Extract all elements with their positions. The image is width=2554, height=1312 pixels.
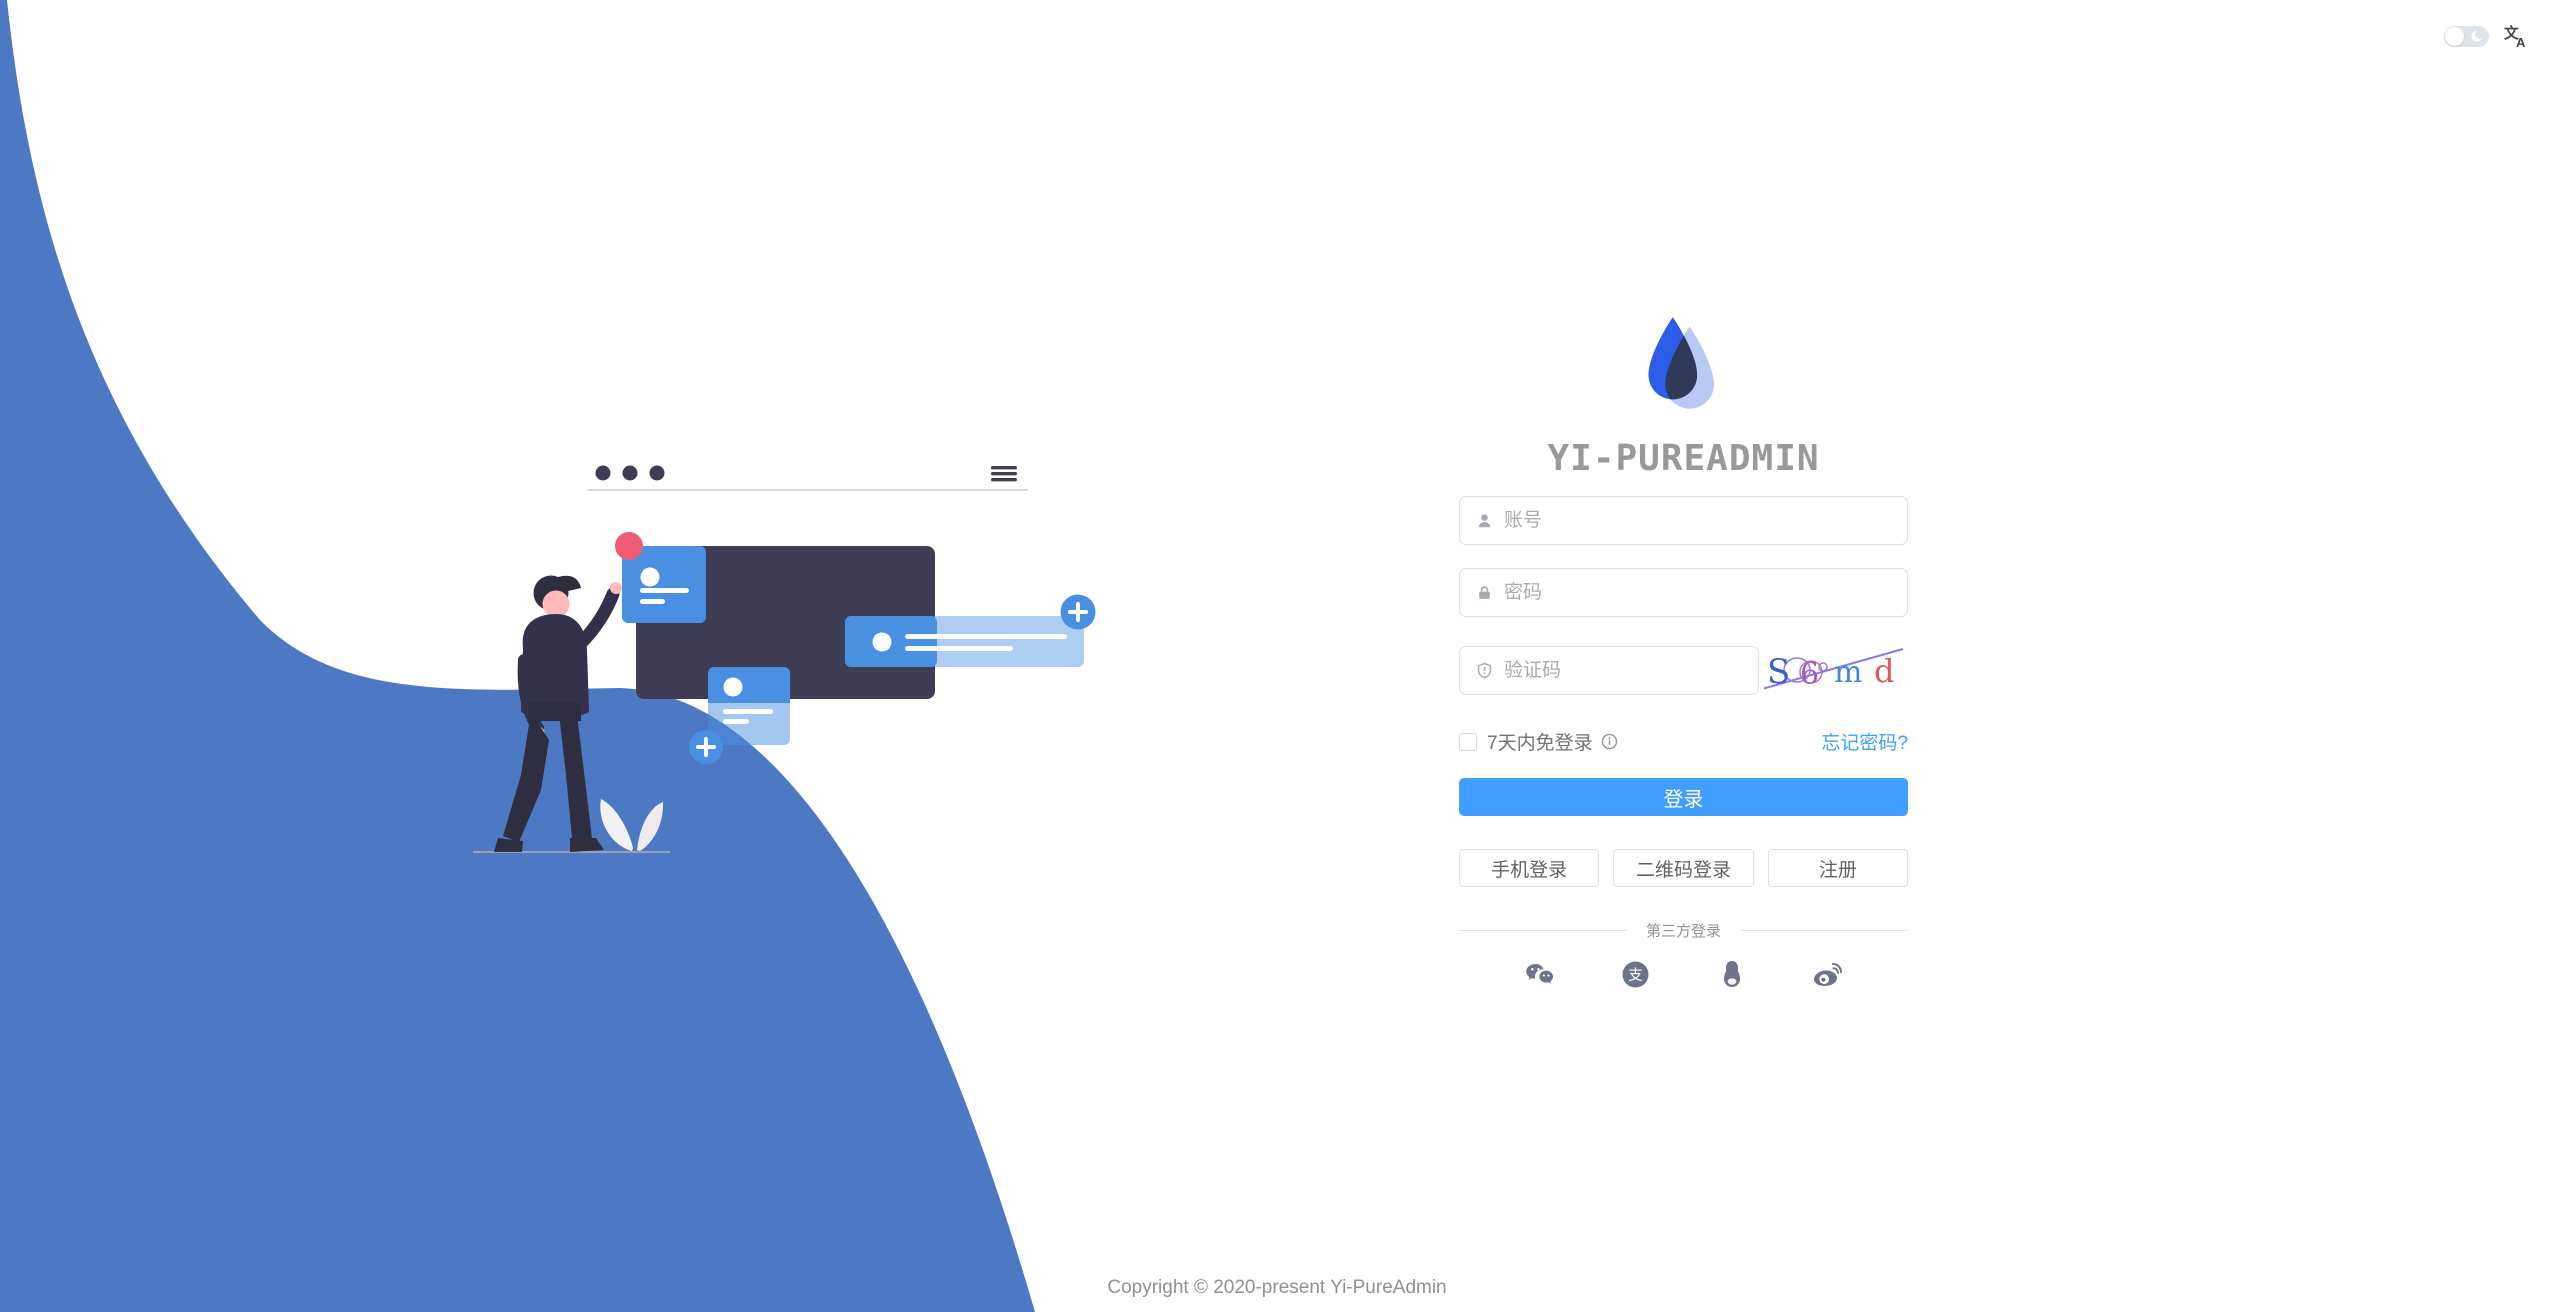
- weibo-icon[interactable]: [1813, 960, 1843, 988]
- remember-checkbox[interactable]: [1459, 732, 1477, 751]
- alipay-glyph: 支: [1628, 967, 1643, 984]
- illustration-red-dot: [615, 532, 643, 560]
- divider-line: [1459, 929, 1626, 931]
- dark-mode-toggle[interactable]: [2444, 25, 2489, 47]
- remember-label: 7天内免登录: [1487, 733, 1593, 754]
- illustration-right-card: [845, 594, 1096, 667]
- wave-shape: [0, 0, 1035, 1312]
- top-controls: 文 A: [2444, 24, 2528, 48]
- social-login-row: 支: [1459, 960, 1908, 988]
- illustration-topleft-card: [615, 532, 706, 623]
- captcha-image[interactable]: S 6 m d: [1764, 646, 1908, 695]
- password-input[interactable]: [1459, 568, 1908, 617]
- illustration-person: [494, 575, 622, 852]
- copyright: Copyright © 2020-present Yi-PureAdmin: [1107, 1277, 1447, 1298]
- lock-icon: [1479, 586, 1490, 599]
- qq-icon[interactable]: [1717, 960, 1747, 988]
- divider-line: [1741, 929, 1909, 931]
- captcha-char: 6: [1800, 657, 1819, 692]
- phone-login-button[interactable]: 手机登录: [1459, 849, 1600, 887]
- illustration-window-dots: [595, 465, 665, 481]
- plus-icon: [696, 737, 716, 757]
- captcha-char: d: [1874, 652, 1894, 690]
- captcha-char: m: [1834, 655, 1862, 690]
- alipay-icon[interactable]: 支: [1621, 960, 1651, 988]
- alt-login-row: 手机登录 二维码登录 注册: [1459, 849, 1908, 887]
- forgot-password-link[interactable]: 忘记密码?: [1821, 733, 1908, 754]
- page-title: YI-PUREADMIN: [1547, 438, 1820, 479]
- moon-icon: [2471, 30, 2483, 42]
- captcha-input[interactable]: [1459, 646, 1759, 695]
- wechat-icon[interactable]: [1525, 960, 1555, 988]
- toggle-knob: [2445, 26, 2464, 46]
- app-logo: [1647, 317, 1714, 409]
- translate-icon-primary: 文: [2504, 24, 2519, 42]
- captcha-char: S: [1767, 652, 1790, 692]
- captcha-row: S 6 m d: [1459, 646, 1908, 695]
- logo-drop-overlap: [1664, 326, 1697, 400]
- translate-icon-secondary: A: [2516, 35, 2526, 48]
- password-field: [1459, 568, 1908, 617]
- qrcode-login-button[interactable]: 二维码登录: [1613, 849, 1754, 887]
- username-field: [1459, 496, 1908, 545]
- user-icon: [1478, 514, 1491, 528]
- divider-label: 第三方登录: [1646, 922, 1722, 940]
- username-input[interactable]: [1459, 496, 1908, 545]
- plus-icon: [1068, 602, 1088, 622]
- login-button[interactable]: 登录: [1459, 778, 1908, 816]
- illustration-menu-icon: [991, 466, 1017, 482]
- remember-row: 7天内免登录 忘记密码?: [1459, 728, 1908, 755]
- register-button[interactable]: 注册: [1767, 849, 1908, 887]
- illustration-header-line: [587, 489, 1028, 491]
- illustration-center-card: [689, 667, 790, 764]
- third-party-divider: 第三方登录: [1459, 922, 1909, 940]
- captcha-field: [1459, 646, 1759, 695]
- illustration-leaf: [600, 799, 664, 851]
- info-icon[interactable]: [1601, 733, 1618, 750]
- shield-icon: [1477, 662, 1492, 679]
- translate-icon[interactable]: 文 A: [2504, 24, 2528, 48]
- login-panel: YI-PUREADMIN: [1459, 312, 1909, 988]
